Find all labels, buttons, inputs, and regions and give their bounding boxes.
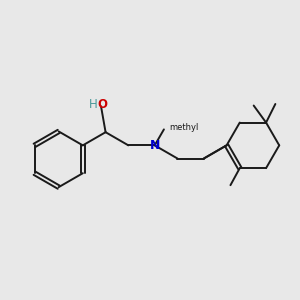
Text: H: H (89, 98, 98, 111)
Text: N: N (149, 139, 160, 152)
Text: methyl: methyl (169, 123, 199, 132)
Text: O: O (98, 98, 108, 111)
